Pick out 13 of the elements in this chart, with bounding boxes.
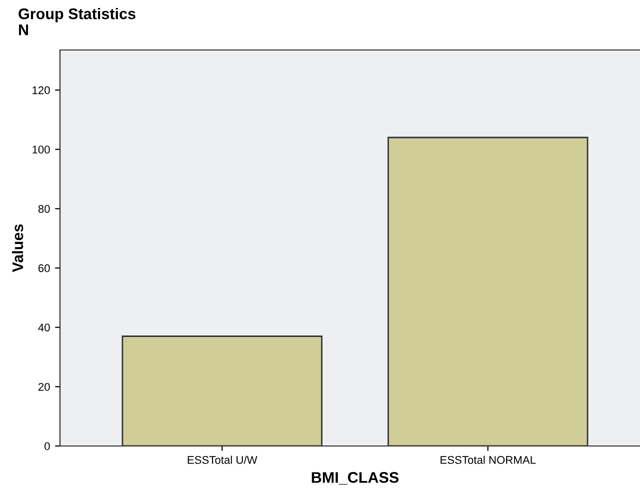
y-tick-label: 60 [38, 264, 50, 272]
x-tick-label: ESSTotal U/W [188, 456, 258, 464]
y-tick-label: 0 [44, 442, 50, 450]
x-axis-title: BMI_CLASS [312, 472, 399, 485]
y-tick-label: 40 [38, 324, 50, 332]
y-axis-title: Values [12, 224, 24, 272]
y-tick-label: 80 [38, 204, 50, 213]
x-tick-label: ESSTotal NORMAL [440, 456, 536, 464]
chart-title: Group Statistics [18, 8, 136, 22]
y-tick-label: 100 [32, 146, 50, 154]
y-tick-label: 120 [32, 86, 50, 94]
y-tick-label: 20 [38, 382, 50, 391]
chart-subtitle: N [19, 24, 28, 36]
